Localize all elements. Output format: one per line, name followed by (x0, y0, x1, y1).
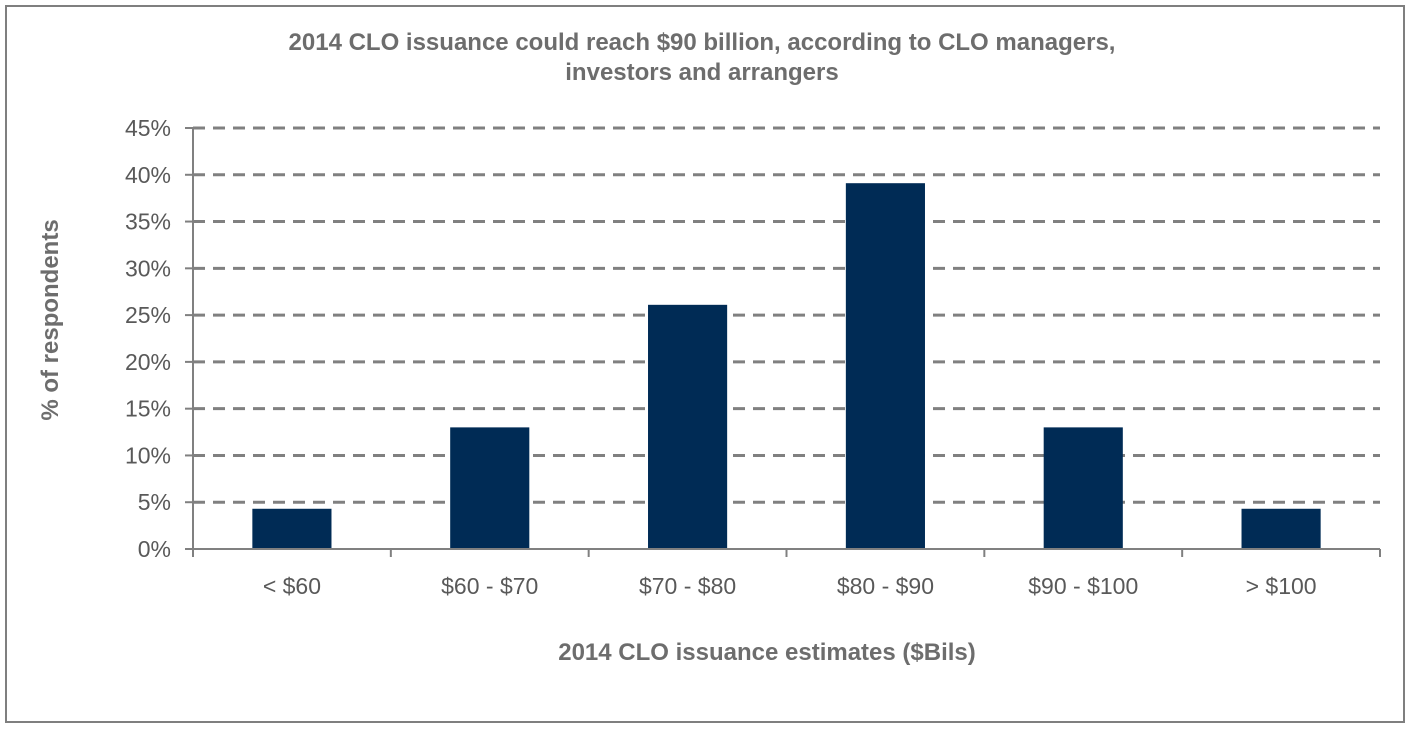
bar (450, 427, 530, 549)
y-tick-label: 0% (138, 536, 171, 562)
y-tick-label: 35% (125, 209, 171, 235)
y-tick-label: 5% (138, 489, 171, 515)
x-axis-label: 2014 CLO issuance estimates ($Bils) (558, 639, 976, 666)
x-tick-label: > $100 (1246, 573, 1317, 599)
bar (1043, 427, 1123, 549)
bar (1241, 508, 1321, 549)
bar (648, 304, 728, 549)
x-tick-label: $80 - $90 (837, 573, 934, 599)
x-tick-label: $70 - $80 (639, 573, 736, 599)
x-tick-labels: < $60 $60 - $70 $70 - $80 $80 - $90 $90 - $1… (263, 573, 1317, 599)
x-tick-label: $90 - $100 (1028, 573, 1138, 599)
y-tick-labels: 0% 5% 10% 15% 20% 25% 30% 35% 40% 45% (125, 115, 171, 562)
y-tick-label: 20% (125, 349, 171, 375)
x-tick-label: $60 - $70 (441, 573, 538, 599)
axes (185, 127, 1381, 557)
chart-title-line-1: 2014 CLO issuance could reach $90 billio… (288, 29, 1116, 56)
bars (252, 183, 1321, 549)
chart-title-line-2: investors and arrangers (565, 59, 839, 86)
chart-title: 2014 CLO issuance could reach $90 billio… (0, 28, 1404, 88)
y-tick-label: 45% (125, 115, 171, 141)
y-tick-label: 30% (125, 255, 171, 281)
y-tick-label: 10% (125, 442, 171, 468)
y-axis-label: % of respondents (37, 219, 64, 420)
y-tick-label: 25% (125, 302, 171, 328)
y-tick-label: 15% (125, 396, 171, 422)
x-tick-label: < $60 (263, 573, 321, 599)
gridlines (193, 126, 1380, 504)
bar (845, 183, 925, 549)
y-tick-label: 40% (125, 162, 171, 188)
bar (252, 508, 332, 549)
